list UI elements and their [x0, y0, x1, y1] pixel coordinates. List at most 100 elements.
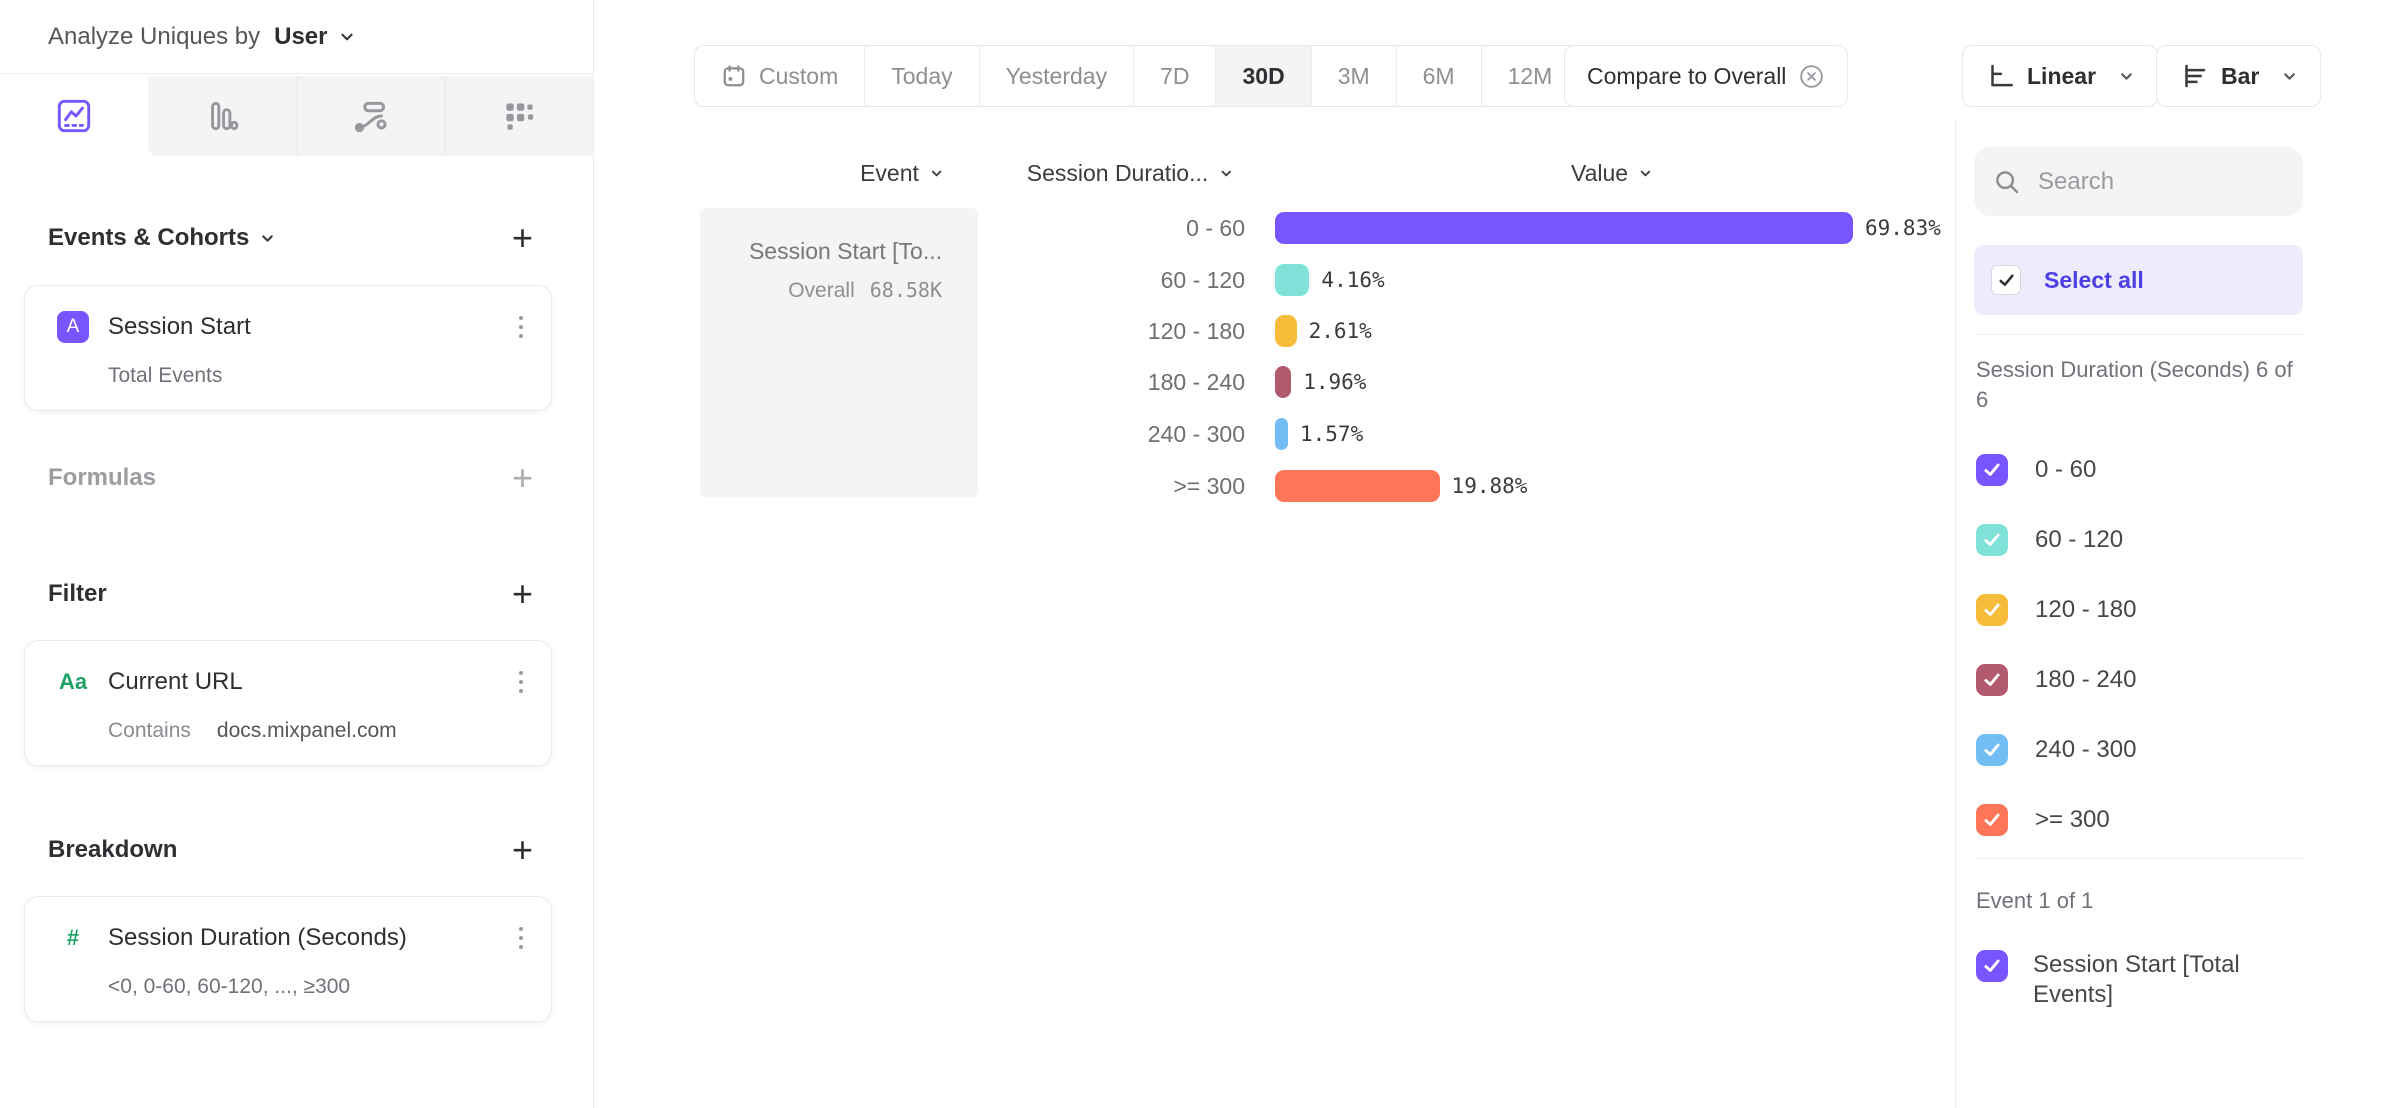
segment-checkbox[interactable] [1976, 664, 2008, 696]
bar-category-label: 240 - 300 [1147, 420, 1245, 447]
filter-card-current-url[interactable]: Aa Current URL Contains docs.mixpanel.co… [24, 640, 552, 766]
range-custom-label: Custom [759, 62, 839, 89]
scale-dropdown[interactable]: Linear [1962, 45, 2159, 107]
bar-row-120-180: 120 - 180 2.61% [900, 315, 1372, 347]
kebab-menu-icon[interactable] [515, 923, 528, 954]
retention-icon [498, 95, 540, 137]
segment-checkbox[interactable] [1976, 804, 2008, 836]
tab-retention[interactable] [444, 75, 593, 156]
bar-value-label: 4.16% [1321, 268, 1385, 292]
range-custom[interactable]: Custom [695, 46, 864, 106]
range-30d-label: 30D [1242, 62, 1285, 89]
select-all-checkbox[interactable] [1991, 265, 2021, 295]
segments-panel: Select all Session Duration (Seconds) 6 … [1955, 118, 2398, 1108]
events-cohorts-title[interactable]: Events & Cohorts [48, 224, 250, 251]
segment-item-240-300[interactable]: 240 - 300 [1976, 715, 2316, 785]
bar-row-ge-300: >= 300 19.88% [900, 470, 1527, 502]
segment-checkbox[interactable] [1976, 524, 2008, 556]
segment-item-0-60[interactable]: 0 - 60 [1976, 435, 2316, 505]
breakdown-title: Breakdown [48, 836, 178, 863]
column-header-value[interactable]: Value [1571, 160, 1653, 187]
bar-segment[interactable] [1275, 470, 1440, 502]
chevron-down-icon [2118, 68, 2135, 85]
chevron-down-icon[interactable] [259, 230, 276, 247]
range-today[interactable]: Today [864, 46, 978, 106]
range-30d[interactable]: 30D [1215, 46, 1311, 106]
bar-segment[interactable] [1275, 366, 1292, 398]
select-all-row[interactable]: Select all [1974, 245, 2303, 315]
bar-category-label: 180 - 240 [1147, 368, 1245, 395]
segment-checkbox[interactable] [1976, 454, 2008, 486]
tab-insights[interactable] [0, 75, 149, 156]
add-formula-button[interactable]: + [511, 457, 533, 498]
column-header-event-label: Event [860, 160, 919, 186]
segment-item-120-180[interactable]: 120 - 180 [1976, 575, 2316, 645]
segment-item-ge-300[interactable]: >= 300 [1976, 785, 2316, 855]
overall-label: Overall [788, 279, 855, 302]
range-yesterday[interactable]: Yesterday [978, 46, 1133, 106]
filter-title: Filter [48, 580, 107, 607]
chevron-down-icon[interactable] [338, 28, 356, 46]
kebab-menu-icon[interactable] [515, 667, 528, 698]
compare-to-overall-chip[interactable]: Compare to Overall [1564, 45, 1849, 107]
range-6m[interactable]: 6M [1395, 46, 1481, 106]
add-filter-button[interactable]: + [511, 573, 533, 614]
bar-row-180-240: 180 - 240 1.96% [900, 366, 1366, 398]
bar-row-60-120: 60 - 120 4.16% [900, 264, 1385, 296]
bar-segment[interactable] [1275, 418, 1288, 450]
bar-category-label: 0 - 60 [1186, 214, 1245, 241]
bar-category-label: 120 - 180 [1147, 317, 1245, 344]
range-today-label: Today [891, 62, 953, 89]
segment-item-180-240[interactable]: 180 - 240 [1976, 645, 2316, 715]
tab-flows[interactable] [296, 75, 445, 156]
tab-funnels[interactable] [148, 75, 297, 156]
segment-checkbox[interactable] [1976, 734, 2008, 766]
filter-operator[interactable]: Contains [108, 719, 191, 742]
breakdown-card-title[interactable]: Session Duration (Seconds) [108, 924, 407, 951]
remove-compare-icon[interactable] [1798, 63, 1825, 90]
add-breakdown-button[interactable]: + [511, 829, 533, 870]
compare-to-overall-label: Compare to Overall [1587, 62, 1787, 89]
event-legend-item[interactable]: Session Start [Total Events] [1976, 950, 2283, 1010]
filter-value[interactable]: docs.mixpanel.com [216, 719, 397, 742]
segment-label: 60 - 120 [2035, 526, 2124, 553]
range-12m[interactable]: 12M [1480, 46, 1579, 106]
breakdown-header: Breakdown + [0, 828, 593, 872]
breakdown-buckets[interactable]: <0, 0-60, 60-120, ..., ≥300 [108, 975, 351, 998]
breakdown-card-session-duration[interactable]: # Session Duration (Seconds) <0, 0-60, 6… [24, 896, 552, 1022]
segment-item-60-120[interactable]: 60 - 120 [1976, 505, 2316, 575]
event-checkbox[interactable] [1976, 950, 2008, 982]
event-row-cell[interactable]: Session Start [To... Overall 68.58K [700, 208, 978, 497]
range-12m-label: 12M [1507, 62, 1553, 89]
event-card-measure[interactable]: Total Events [108, 364, 223, 387]
chart-type-dropdown[interactable]: Bar [2156, 45, 2322, 107]
search-icon [1992, 167, 2022, 197]
chevron-down-icon [1640, 170, 1651, 177]
calendar-icon [721, 63, 747, 89]
search-input[interactable] [2038, 167, 2285, 196]
event-card-title[interactable]: Session Start [108, 313, 251, 340]
bar-row-240-300: 240 - 300 1.57% [900, 418, 1363, 450]
range-3m[interactable]: 3M [1310, 46, 1396, 106]
linear-scale-icon [1985, 61, 2015, 91]
segment-search-box[interactable] [1974, 147, 2303, 216]
filter-card-title[interactable]: Current URL [108, 668, 243, 695]
flows-icon [350, 95, 392, 137]
kebab-menu-icon[interactable] [515, 312, 528, 343]
column-header-breakdown[interactable]: Session Duratio... [1027, 160, 1234, 187]
add-event-button[interactable]: + [511, 217, 533, 258]
bar-segment[interactable] [1275, 212, 1853, 244]
bar-segment[interactable] [1275, 315, 1297, 347]
event-letter-badge: A [57, 311, 89, 343]
bar-segment[interactable] [1275, 264, 1310, 296]
event-cell-name: Session Start [To... [748, 238, 942, 264]
column-header-breakdown-label: Session Duratio... [1026, 160, 1209, 186]
analyze-uniques-value-dropdown[interactable]: User [274, 22, 328, 50]
event-card-session-start[interactable]: A Session Start Total Events [24, 285, 552, 411]
segment-checkbox[interactable] [1976, 594, 2008, 626]
segment-list: 0 - 60 60 - 120 120 - 180 180 - 240 [1976, 435, 2316, 855]
filter-header: Filter + [0, 572, 593, 616]
insights-icon [53, 95, 95, 137]
range-7d[interactable]: 7D [1133, 46, 1215, 106]
column-header-event[interactable]: Event [860, 160, 944, 187]
